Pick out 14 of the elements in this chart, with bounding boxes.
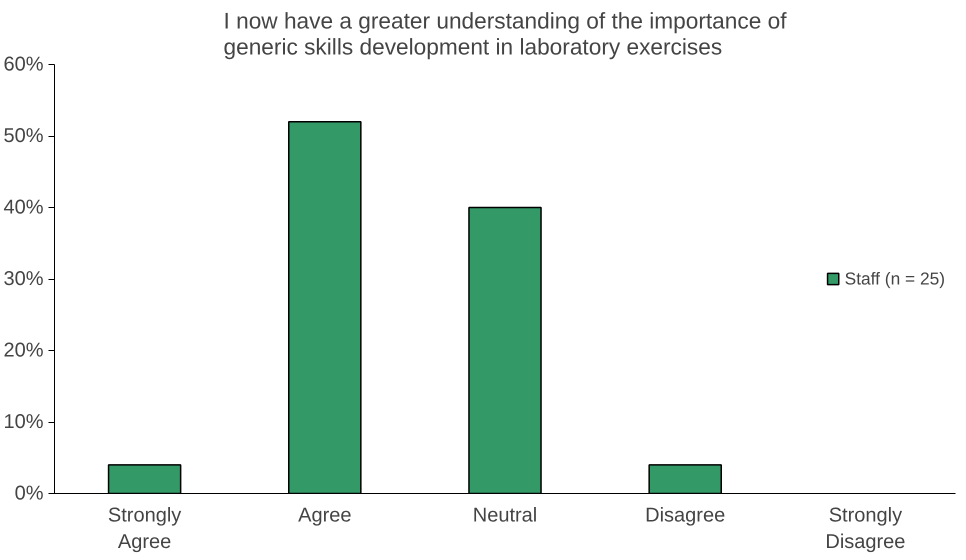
legend-label: Staff (n = 25) [844,268,945,289]
x-tick-label: Strongly Agree [108,504,182,553]
x-tick-label: Strongly Disagree [825,504,906,553]
y-tick-label: 20% [3,340,44,362]
y-tick-label: 30% [3,268,44,290]
y-tick-label: 0% [14,482,44,504]
y-tick-label: 10% [3,411,44,433]
y-tick-label: 50% [3,125,44,147]
chart-title: I now have a greater understanding of the importance of generic skills development in laboratory exercises [224,8,788,60]
y-tick-label: 60% [3,54,44,76]
x-tick-label: Disagree [645,504,726,526]
x-tick-label: Agree [298,504,352,526]
y-tick-label: 40% [3,196,44,218]
x-tick-label: Neutral [472,504,538,526]
